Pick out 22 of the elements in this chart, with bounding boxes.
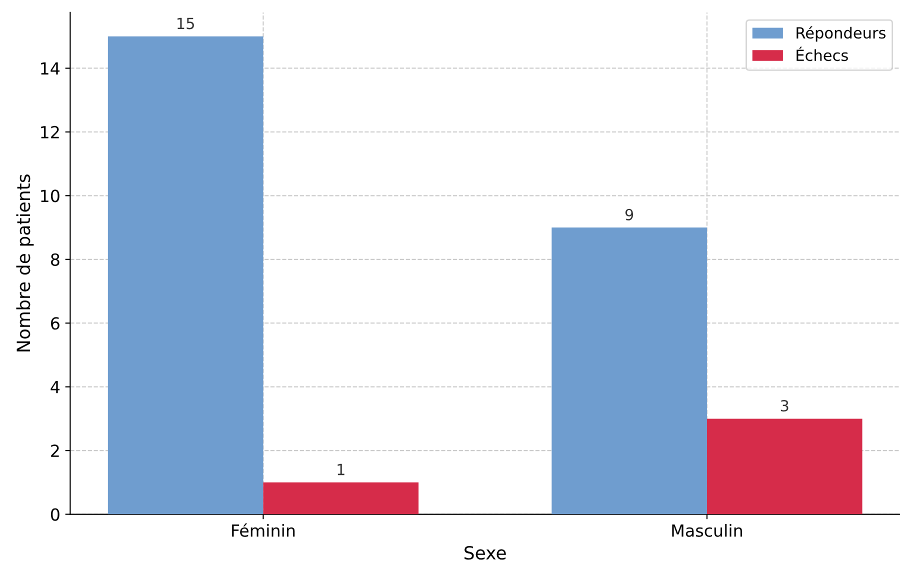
bar [108, 36, 264, 514]
legend-label: Répondeurs [796, 26, 886, 42]
legend-label: Échecs [796, 46, 848, 62]
y-tick-label: 2 [51, 444, 59, 457]
data-label: 1 [338, 464, 344, 476]
bar [552, 228, 707, 514]
y-tick-label: 6 [51, 317, 60, 330]
x-tick-label: Masculin [672, 524, 742, 537]
bar [706, 418, 862, 514]
y-tick-label: 4 [50, 381, 60, 394]
y-tick-label: 14 [41, 62, 60, 75]
y-axis-title: Nombre de patients [16, 174, 34, 352]
y-tick-label: 10 [41, 190, 60, 202]
x-axis-title: Sexe [464, 546, 506, 560]
y-tick-label: 12 [41, 126, 59, 138]
data-label: 15 [178, 18, 194, 30]
y-tick-label: 0 [50, 508, 60, 521]
data-label: 3 [780, 400, 788, 412]
bar [263, 482, 419, 514]
y-tick-label: 8 [51, 253, 60, 266]
data-label: 9 [625, 208, 634, 220]
x-tick-label: Féminin [232, 523, 295, 537]
